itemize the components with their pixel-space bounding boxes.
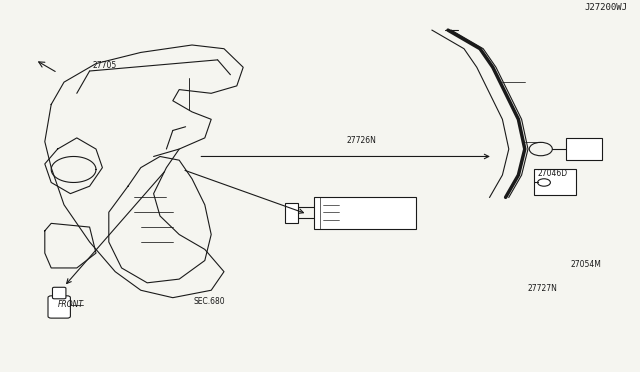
Text: SEC.680: SEC.680 xyxy=(193,297,225,306)
FancyBboxPatch shape xyxy=(285,203,298,223)
Text: FRONT: FRONT xyxy=(58,299,84,308)
Text: 27705: 27705 xyxy=(93,61,117,70)
FancyBboxPatch shape xyxy=(314,198,416,229)
Text: 27054M: 27054M xyxy=(571,260,602,269)
Text: 27726N: 27726N xyxy=(347,136,376,145)
Text: J27200WJ: J27200WJ xyxy=(584,3,627,12)
FancyBboxPatch shape xyxy=(48,296,70,318)
Text: 27046D: 27046D xyxy=(538,170,568,179)
FancyBboxPatch shape xyxy=(566,138,602,160)
FancyBboxPatch shape xyxy=(52,287,66,299)
FancyBboxPatch shape xyxy=(534,170,576,196)
Text: 27727N: 27727N xyxy=(528,284,558,293)
